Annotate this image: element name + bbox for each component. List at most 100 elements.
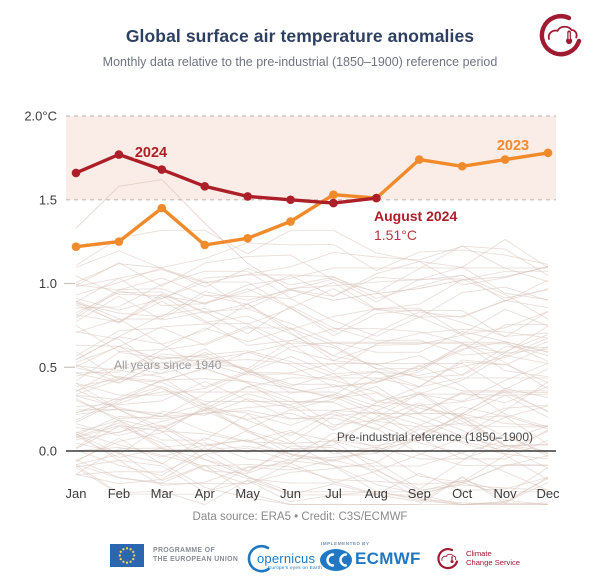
background-year-line bbox=[75, 245, 549, 287]
background-year-line bbox=[75, 344, 549, 387]
eu-flag-star bbox=[122, 548, 125, 551]
background-year-line bbox=[75, 331, 549, 418]
climate-change-service-icon bbox=[437, 548, 459, 570]
eu-flag-star bbox=[133, 554, 136, 557]
climate-change-service-logo: Climate Change Service bbox=[434, 544, 520, 572]
background-year-line bbox=[75, 325, 549, 377]
series-2023-line bbox=[74, 151, 550, 249]
background-year-line bbox=[75, 447, 549, 495]
series-2024-point bbox=[329, 198, 338, 208]
background-year-line bbox=[75, 275, 549, 370]
x-tick-label-Jul: Jul bbox=[325, 486, 342, 501]
highlight-band-1p5-2 bbox=[66, 116, 556, 200]
eu-flag-star bbox=[119, 550, 122, 554]
background-year-line bbox=[75, 437, 549, 484]
y-tick-label-0.0: 0.0 bbox=[39, 444, 57, 459]
background-year-line bbox=[75, 382, 549, 460]
c3s-crescent bbox=[539, 14, 582, 57]
background-year-line bbox=[75, 381, 548, 466]
series-2023-point bbox=[500, 155, 510, 164]
ecmwf-wordmark: ECMWF bbox=[355, 549, 421, 568]
eu-flag-star bbox=[129, 560, 132, 563]
eu-flag-star bbox=[129, 548, 132, 551]
eu-programme-label: PROGRAMME OF THE EUROPEAN UNION bbox=[153, 547, 238, 564]
background-year-line bbox=[75, 327, 549, 379]
background-year-line bbox=[75, 363, 549, 417]
y-tick-label-1.5: 1.5 bbox=[39, 192, 57, 207]
series-2023-point bbox=[414, 155, 424, 164]
copernicus-tagline: Europe's eyes on Earth bbox=[268, 566, 323, 571]
series-2023-point bbox=[329, 190, 338, 200]
series-2023-point bbox=[114, 237, 124, 246]
series-2024-point bbox=[114, 150, 124, 159]
eu-line2: THE EUROPEAN UNION bbox=[153, 555, 239, 563]
background-year-line bbox=[75, 422, 549, 491]
x-tick-label-Oct: Oct bbox=[452, 486, 473, 501]
background-year-line bbox=[75, 413, 549, 505]
series-2024-point bbox=[200, 182, 210, 191]
c3s-thermometer-line bbox=[568, 32, 570, 40]
background-year-line bbox=[75, 281, 549, 337]
c3s-crescent bbox=[437, 548, 459, 570]
x-tick-label-Aug: Aug bbox=[365, 486, 388, 501]
series-2023-point bbox=[543, 148, 553, 158]
background-year-line bbox=[75, 372, 549, 455]
series-2024-point bbox=[71, 168, 81, 178]
background-year-line-peak bbox=[75, 179, 549, 301]
background-year-line bbox=[75, 261, 549, 324]
background-year-line bbox=[75, 359, 549, 428]
y-tick-label-1.0: 1.0 bbox=[39, 276, 57, 291]
eu-flag-field bbox=[110, 544, 144, 567]
copernicus-c-icon bbox=[247, 544, 270, 573]
background-year-line bbox=[75, 365, 549, 428]
c3s-line2: Change Service bbox=[466, 558, 521, 567]
annotation-august-2024-label: August 2024 bbox=[374, 208, 457, 224]
eu-flag-star bbox=[125, 547, 129, 550]
background-year-line bbox=[75, 431, 549, 485]
series-2024-point bbox=[243, 192, 252, 201]
eu-line1: PROGRAMME OF bbox=[153, 546, 216, 554]
background-year-line bbox=[75, 453, 549, 496]
y-tick-label-0.5: 0.5 bbox=[39, 360, 57, 375]
data-source-caption: Data source: ERA5 • Credit: C3S/ECMWF bbox=[192, 511, 408, 523]
temperature-anomaly-chart: 2.0°C 1.5 1.0 0.5 0.0 Pre-industrial referenc… bbox=[24, 109, 560, 505]
c3s-thermometer-bulb bbox=[566, 37, 573, 45]
background-year-line bbox=[75, 448, 549, 486]
background-year-line bbox=[75, 363, 549, 436]
background-year-line bbox=[75, 343, 549, 402]
background-year-line bbox=[75, 229, 549, 268]
series-2024-label: 2024 bbox=[135, 145, 167, 161]
c3s-logo-icon bbox=[539, 14, 582, 57]
c3s-cloud bbox=[547, 25, 578, 40]
background-year-line bbox=[75, 341, 549, 378]
annotation-august-2024-value: 1.51°C bbox=[374, 227, 417, 243]
x-tick-label-May: May bbox=[235, 486, 260, 501]
implemented-by-label: IMPLEMENTED BY bbox=[321, 542, 370, 547]
background-year-line bbox=[75, 367, 548, 428]
page-title: Global surface air temperature anomalies bbox=[125, 26, 475, 46]
eu-flag-star bbox=[119, 557, 122, 561]
x-tick-label-Sep: Sep bbox=[408, 486, 431, 501]
x-tick-label-Nov: Nov bbox=[494, 486, 518, 501]
c3s-thermometer-line bbox=[451, 557, 453, 561]
pre-industrial-reference-label: Pre-industrial reference (1850–1900) bbox=[337, 430, 533, 444]
background-year-line bbox=[75, 377, 548, 449]
background-year-line bbox=[75, 462, 549, 495]
background-year-line bbox=[75, 266, 549, 345]
series-2024-line bbox=[74, 152, 379, 205]
background-year-line bbox=[75, 385, 549, 441]
background-year-line bbox=[75, 391, 549, 430]
x-tick-label-Jan: Jan bbox=[66, 486, 87, 501]
eu-flag-icon bbox=[110, 544, 144, 567]
series-2023-point bbox=[157, 203, 167, 213]
x-tick-label-Mar: Mar bbox=[151, 486, 174, 501]
eu-flag-star bbox=[118, 554, 121, 557]
background-year-line bbox=[75, 254, 549, 318]
page-subtitle: Monthly data relative to the pre-industr… bbox=[102, 55, 498, 69]
background-year-line bbox=[75, 325, 548, 392]
background-year-line bbox=[75, 245, 549, 293]
background-year-line bbox=[75, 295, 549, 356]
eu-programme-logo: PROGRAMME OF THE EUROPEAN UNION bbox=[110, 544, 238, 567]
copernicus-wordmark: opernicus bbox=[257, 551, 316, 566]
